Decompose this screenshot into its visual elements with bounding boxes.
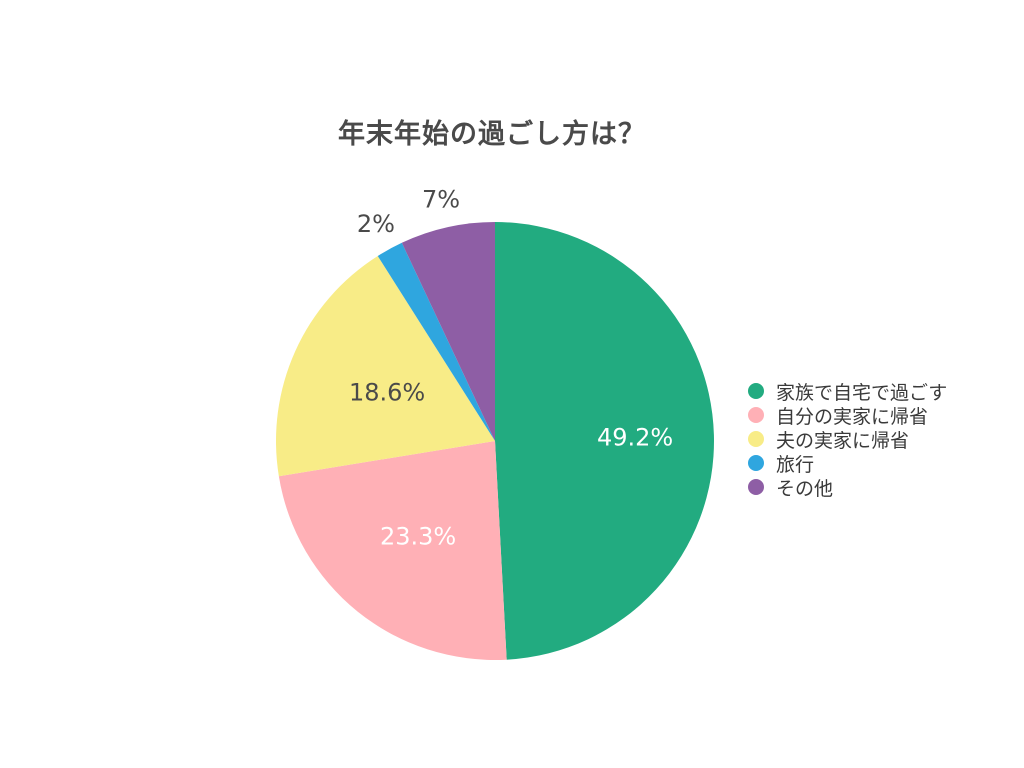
slice-label: 49.2% <box>597 423 673 451</box>
legend-swatch <box>748 479 764 495</box>
legend-label: 家族で自宅で過ごす <box>776 381 948 404</box>
slice-label: 18.6% <box>349 379 425 407</box>
legend-item: その他 <box>748 475 1018 500</box>
legend-label: その他 <box>776 477 834 500</box>
pie-slice <box>276 256 495 477</box>
legend-item: 自分の実家に帰省 <box>748 403 1018 428</box>
legend-item: 旅行 <box>748 451 1018 476</box>
legend-label: 夫の実家に帰省 <box>776 429 910 452</box>
legend-swatch <box>748 407 764 423</box>
pie-slice <box>495 222 714 660</box>
slice-label: 7% <box>422 185 460 213</box>
legend-item: 夫の実家に帰省 <box>748 427 1018 452</box>
pie-slice <box>278 441 507 660</box>
legend-swatch <box>748 383 764 399</box>
legend: 家族で自宅で過ごす 自分の実家に帰省 夫の実家に帰省 旅行 その他 <box>748 379 1018 500</box>
legend-item: 家族で自宅で過ごす <box>748 379 1018 404</box>
legend-label: 自分の実家に帰省 <box>776 405 929 428</box>
legend-swatch <box>748 455 764 471</box>
slice-label: 2% <box>357 210 395 238</box>
legend-swatch <box>748 431 764 447</box>
legend-label: 旅行 <box>776 453 815 476</box>
pie-slice <box>377 242 495 441</box>
chart-title: 年末年始の過ごし方は？ <box>338 119 646 150</box>
pie-slice <box>401 222 495 441</box>
slice-label: 23.3% <box>380 523 456 551</box>
